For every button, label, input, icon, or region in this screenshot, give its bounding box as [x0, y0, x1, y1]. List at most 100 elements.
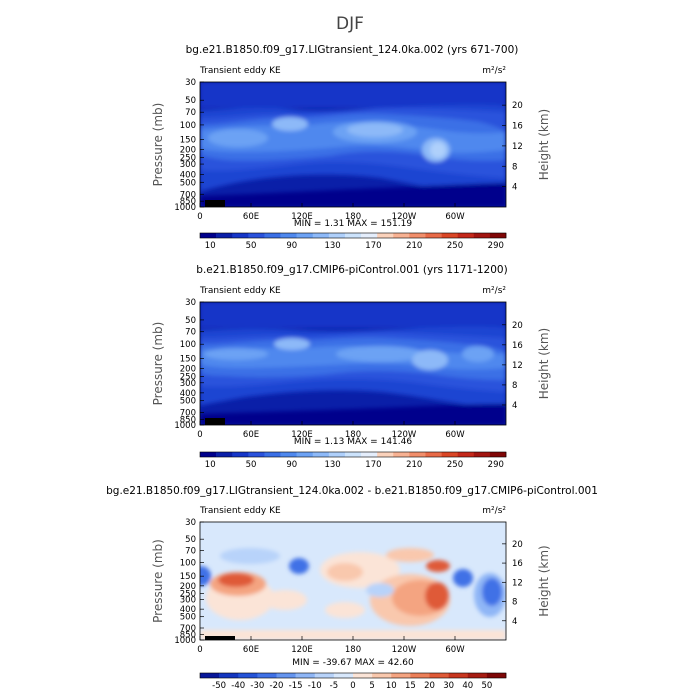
- colorbar-label: 50: [246, 241, 257, 251]
- colorbar-swatch: [441, 452, 458, 457]
- colorbar-label: 10: [386, 681, 397, 691]
- panel-2-minmax: MIN = 1.13 MAX = 141.46: [294, 437, 412, 447]
- colorbar-label: 250: [447, 460, 463, 470]
- height-tick-label: 16: [512, 341, 523, 351]
- colorbar-swatch: [457, 233, 475, 238]
- panel-1-field: [200, 82, 506, 207]
- field-core: [347, 123, 403, 137]
- colorbar-swatch: [200, 673, 220, 678]
- colorbar-swatch: [328, 452, 346, 457]
- lon-tick-label: 120W: [392, 212, 417, 222]
- colorbar-label: -5: [330, 681, 338, 691]
- figure-title: DJF: [336, 14, 364, 34]
- colorbar-label: -40: [231, 681, 245, 691]
- height-tick-label: 8: [512, 598, 517, 608]
- pressure-tick-label: 850: [180, 415, 196, 425]
- colorbar-label: 290: [488, 460, 504, 470]
- pressure-axis-label: Pressure (mb): [151, 103, 165, 187]
- colorbar-swatch: [425, 233, 442, 238]
- panel-1-units: m²/s²: [482, 66, 506, 76]
- panel-2-field: [200, 302, 506, 425]
- colorbar-label: 5: [369, 681, 374, 691]
- lon-tick-label: 120E: [291, 212, 313, 222]
- lon-tick-label: 120W: [392, 645, 417, 655]
- lon-tick-label: 60E: [243, 212, 259, 222]
- colorbar-swatch: [200, 452, 217, 457]
- field-core: [204, 348, 268, 360]
- colorbar-label: 0: [350, 681, 355, 691]
- orography: [205, 418, 225, 425]
- height-tick-label: 12: [512, 142, 523, 152]
- height-tick-label: 20: [512, 540, 523, 550]
- colorbar-label: 250: [447, 241, 463, 251]
- pressure-axis-label: Pressure (mb): [151, 539, 165, 623]
- pressure-tick-label: 500: [180, 178, 196, 188]
- lon-tick-label: 60E: [243, 645, 259, 655]
- colorbar-swatch: [280, 233, 297, 238]
- colorbar-swatch: [232, 233, 249, 238]
- colorbar-swatch: [391, 673, 411, 678]
- colorbar-label: -15: [289, 681, 303, 691]
- colorbar-swatch: [361, 452, 378, 457]
- colorbar-swatch: [216, 233, 233, 238]
- height-axis-label: Height (km): [537, 545, 551, 616]
- panel-3-units: m²/s²: [482, 506, 506, 516]
- colorbar-swatch: [280, 452, 297, 457]
- anomaly-negative: [482, 578, 502, 606]
- colorbar-swatch: [296, 452, 314, 457]
- colorbar-swatch: [295, 673, 316, 678]
- colorbar-label: -50: [212, 681, 226, 691]
- colorbar-swatch: [409, 233, 426, 238]
- colorbar-swatch: [200, 233, 217, 238]
- panel-3-axes: 3050701001502002503004005007008501000481…: [151, 518, 551, 655]
- pressure-tick-label: 150: [180, 572, 196, 582]
- colorbar-swatch: [473, 233, 491, 238]
- pressure-tick-label: 400: [180, 605, 196, 615]
- lon-tick-label: 180: [345, 645, 361, 655]
- pressure-tick-label: 70: [185, 328, 196, 338]
- pressure-tick-label: 50: [185, 535, 196, 545]
- panel-1-left-label: Transient eddy KE: [199, 66, 281, 76]
- panel-1-colorbar: 10 50 90 130 170 210 250 290: [199, 232, 507, 251]
- panel-1-title: bg.e21.B1850.f09_g17.LIGtransient_124.0k…: [186, 44, 519, 56]
- colorbar-swatch: [328, 233, 346, 238]
- lon-tick-label: 120E: [291, 430, 313, 440]
- colorbar-swatch: [248, 233, 265, 238]
- pressure-tick-label: 300: [180, 160, 196, 170]
- pressure-tick-label: 300: [180, 379, 196, 389]
- colorbar-label: 15: [405, 681, 416, 691]
- pressure-axis-label: Pressure (mb): [151, 322, 165, 406]
- field-core: [274, 338, 310, 350]
- lon-tick-label: 0: [197, 645, 202, 655]
- anomaly-positive: [425, 582, 449, 610]
- pressure-tick-label: 1000: [174, 203, 196, 213]
- colorbar-swatch: [409, 452, 426, 457]
- pressure-tick-label: 150: [180, 354, 196, 364]
- anomaly-positive: [263, 590, 307, 610]
- colorbar-label: 90: [286, 460, 297, 470]
- colorbar-swatch: [296, 233, 314, 238]
- panel-2-title: b.e21.B1850.f09_g17.CMIP6-piControl.001 …: [196, 264, 507, 276]
- anomaly-positive: [218, 573, 254, 587]
- colorbar-label: -20: [270, 681, 284, 691]
- colorbar-label: 130: [324, 460, 340, 470]
- height-axis-label: Height (km): [537, 109, 551, 180]
- colorbar-label: 30: [443, 681, 454, 691]
- panel-3-field: [200, 522, 506, 640]
- pressure-tick-label: 200: [180, 365, 196, 375]
- colorbar-swatch: [353, 673, 373, 678]
- colorbar-swatch: [216, 452, 233, 457]
- pressure-tick-label: 30: [185, 518, 196, 528]
- height-tick-label: 8: [512, 381, 517, 391]
- anomaly-negative: [200, 566, 211, 586]
- field-core: [272, 117, 308, 131]
- colorbar-label: 210: [406, 241, 422, 251]
- pressure-tick-label: 50: [185, 96, 196, 106]
- colorbar-swatch: [264, 452, 281, 457]
- field-surface: [200, 404, 506, 425]
- pressure-tick-label: 200: [180, 146, 196, 156]
- lon-tick-label: 0: [197, 430, 202, 440]
- panel-3-minmax: MIN = -39.67 MAX = 42.60: [292, 658, 414, 668]
- colorbar-swatch: [232, 452, 249, 457]
